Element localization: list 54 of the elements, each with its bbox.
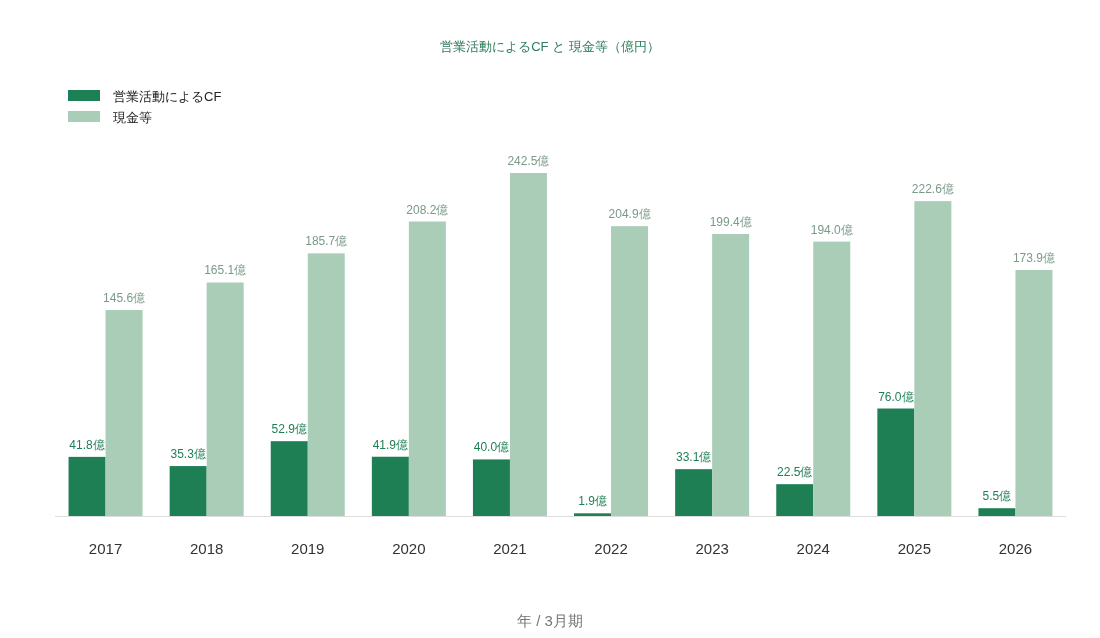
data-label: 199.4億 bbox=[709, 214, 752, 229]
data-label: 145.6億 bbox=[103, 291, 146, 306]
data-label: 41.9億 bbox=[372, 437, 409, 452]
bar bbox=[776, 484, 814, 516]
data-label: 22.5億 bbox=[777, 465, 813, 480]
bar bbox=[472, 459, 510, 516]
data-label: 40.0億 bbox=[473, 440, 510, 455]
data-label: 204.9億 bbox=[608, 207, 651, 222]
x-tick-label: 2022 bbox=[594, 540, 628, 557]
x-tick-label: 2017 bbox=[88, 540, 123, 557]
data-label: 52.9億 bbox=[271, 422, 307, 437]
bar bbox=[914, 201, 952, 516]
bar bbox=[813, 241, 851, 516]
bar bbox=[371, 456, 409, 516]
x-tick-label: 2023 bbox=[695, 540, 729, 557]
data-label: 41.8億 bbox=[69, 437, 105, 452]
data-label: 35.3億 bbox=[170, 447, 206, 462]
bar bbox=[1015, 270, 1053, 516]
bar bbox=[978, 508, 1016, 516]
data-label: 76.0億 bbox=[878, 389, 914, 404]
bar bbox=[270, 441, 308, 516]
bar bbox=[675, 469, 713, 516]
x-tick-label: 2024 bbox=[796, 540, 830, 557]
bar bbox=[307, 253, 345, 516]
data-label: 1.9億 bbox=[578, 494, 607, 509]
x-tick-label: 2021 bbox=[493, 540, 527, 557]
bar bbox=[206, 282, 244, 516]
chart-title: 営業活動によるCF と 現金等（億円） bbox=[440, 39, 660, 54]
x-tick-label: 2025 bbox=[897, 540, 932, 557]
data-label: 33.1億 bbox=[675, 450, 712, 465]
bar bbox=[68, 456, 106, 516]
data-label: 173.9億 bbox=[1012, 251, 1055, 266]
x-tick-label: 2020 bbox=[392, 540, 426, 557]
bar bbox=[105, 310, 143, 516]
data-label: 222.6億 bbox=[911, 182, 954, 197]
bar bbox=[877, 408, 915, 516]
bar bbox=[712, 233, 750, 516]
bar bbox=[574, 513, 612, 516]
data-label: 208.2億 bbox=[406, 202, 449, 217]
data-label: 165.1億 bbox=[204, 263, 247, 278]
x-tick-label: 2026 bbox=[998, 540, 1033, 557]
bar bbox=[611, 226, 649, 516]
x-axis-title: 年 / 3月期 bbox=[517, 612, 583, 629]
bar bbox=[169, 466, 207, 516]
legend-label: 営業活動によるCF bbox=[113, 89, 222, 104]
x-tick-label: 2018 bbox=[189, 540, 224, 557]
data-label: 194.0億 bbox=[810, 222, 853, 237]
legend-label: 現金等 bbox=[113, 110, 152, 125]
x-tick-label: 2019 bbox=[291, 540, 325, 557]
data-label: 242.5億 bbox=[507, 154, 550, 168]
data-label: 5.5億 bbox=[982, 489, 1012, 504]
data-label: 185.7億 bbox=[305, 234, 348, 249]
bar bbox=[509, 173, 547, 516]
bar bbox=[408, 221, 446, 516]
